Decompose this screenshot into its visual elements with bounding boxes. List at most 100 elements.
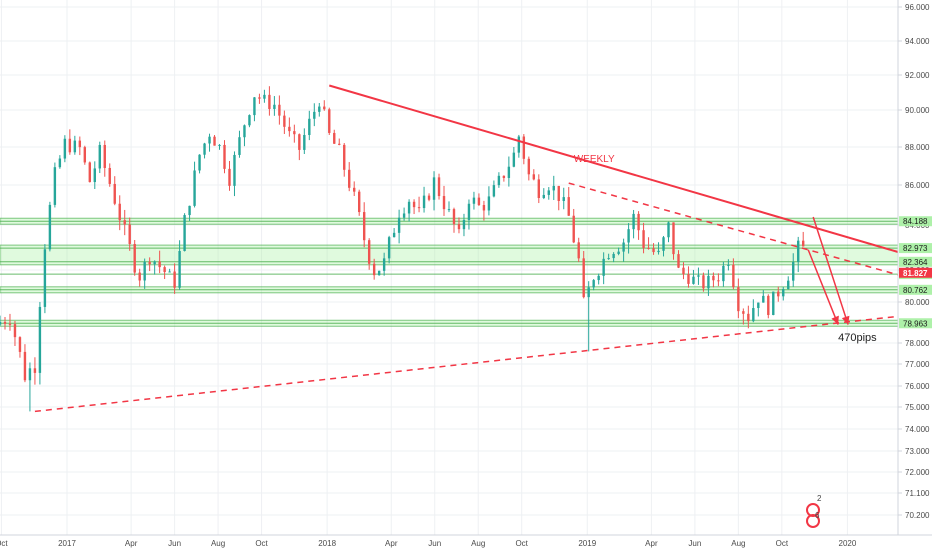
candle-body xyxy=(402,213,406,218)
candle-body xyxy=(133,243,136,273)
candle-body xyxy=(582,258,585,298)
candle-body xyxy=(522,136,526,159)
price-tick-label: 71.100 xyxy=(905,489,930,498)
candle-body xyxy=(617,251,620,254)
candle-body xyxy=(283,115,286,127)
candle-body xyxy=(377,270,381,276)
candle-body xyxy=(348,169,351,188)
candle-body xyxy=(757,302,760,309)
time-tick-label: Aug xyxy=(731,539,745,548)
candle-body xyxy=(343,144,346,170)
candle-body xyxy=(163,267,166,273)
candle-body xyxy=(412,201,416,208)
candle-body xyxy=(103,144,106,168)
level-tag xyxy=(899,318,932,329)
candle-body xyxy=(782,289,785,297)
candle-body xyxy=(682,267,685,275)
projection-arrow xyxy=(812,216,849,325)
candle-body xyxy=(537,179,540,198)
candle-body xyxy=(323,106,326,110)
candle-body xyxy=(313,111,316,119)
time-tick-label: Aug xyxy=(471,539,485,548)
candle-body xyxy=(13,324,17,338)
candle-body xyxy=(627,229,630,243)
candle-body xyxy=(173,271,176,288)
candle-body xyxy=(767,295,770,315)
candle-body xyxy=(532,174,536,180)
candle-body xyxy=(188,205,191,216)
candle-body xyxy=(28,368,32,381)
candle-body xyxy=(258,97,261,99)
timeframe-label: WEEKLY xyxy=(574,154,615,165)
candle-body xyxy=(732,264,735,288)
candle-body xyxy=(687,274,690,284)
candle-body xyxy=(288,126,291,132)
candle-body xyxy=(58,158,62,168)
time-axis[interactable]: Oct 2017 Apr Jun Aug Oct 2018 Apr Jun Aug Oct 2019 A… xyxy=(0,539,857,548)
logo-digit: 2 xyxy=(817,494,822,503)
candle-body xyxy=(547,190,550,195)
candle-body xyxy=(48,204,52,250)
candle-body xyxy=(512,152,516,167)
candle-body xyxy=(128,224,131,244)
candle-body xyxy=(517,136,521,153)
candle-body xyxy=(462,219,466,230)
candle-body xyxy=(243,125,246,138)
candle-body xyxy=(692,276,695,284)
candle-body xyxy=(772,291,775,315)
candle-body xyxy=(387,237,391,259)
candle-body xyxy=(273,104,276,109)
price-tick-label: 94.000 xyxy=(905,37,930,46)
candle-body xyxy=(43,249,47,307)
price-tick-label: 73.000 xyxy=(905,447,930,456)
candle-body xyxy=(622,242,625,252)
candle-body xyxy=(213,136,216,146)
candle-body xyxy=(697,275,700,277)
candle-body xyxy=(672,222,675,255)
candle-body xyxy=(702,275,705,289)
candle-body xyxy=(228,168,231,186)
candle-body xyxy=(53,167,57,205)
candle-body xyxy=(123,220,126,225)
candle-body xyxy=(712,275,715,281)
candle-body xyxy=(662,237,665,251)
resistance-trendline xyxy=(328,84,899,253)
arrowhead xyxy=(841,315,850,325)
candle-body xyxy=(612,253,615,259)
price-tick-label: 88.000 xyxy=(905,143,930,152)
time-tick-label: Jun xyxy=(688,539,701,548)
price-tick-label: 78.000 xyxy=(905,339,930,348)
level-tag-label: 80.762 xyxy=(903,286,928,295)
candle-body xyxy=(68,138,72,153)
candle-body xyxy=(632,213,635,230)
candle-body xyxy=(138,272,141,281)
candle-body xyxy=(407,201,411,214)
candle-body xyxy=(223,144,226,169)
price-axis[interactable]: 70.200 71.100 72.000 73.000 74.000 75.000 76.0… xyxy=(898,3,930,520)
time-tick-label: Oct xyxy=(776,539,789,548)
candle-body xyxy=(562,197,565,201)
candle-body xyxy=(557,185,560,201)
candle-body xyxy=(392,232,396,238)
candle-body xyxy=(497,175,501,186)
candle-body xyxy=(507,166,511,178)
candle-body xyxy=(572,215,575,243)
candle-body xyxy=(587,287,590,298)
candle-body xyxy=(353,187,356,192)
candle-body xyxy=(427,195,431,200)
level-tag-label: 84.188 xyxy=(903,217,928,226)
level-tag xyxy=(899,243,932,254)
candle-body xyxy=(727,264,730,266)
candle-body xyxy=(452,209,456,225)
candle-body xyxy=(248,115,251,126)
candle-body xyxy=(477,197,481,206)
price-tick-label: 70.200 xyxy=(905,511,930,520)
candle-body xyxy=(33,368,37,373)
time-tick-label: Apr xyxy=(645,539,658,548)
level-tag xyxy=(899,216,932,227)
time-tick-label: 2018 xyxy=(318,539,336,548)
candle-body xyxy=(218,144,221,146)
tradingview-logo: 26 xyxy=(806,494,822,528)
candle-body xyxy=(472,197,476,204)
